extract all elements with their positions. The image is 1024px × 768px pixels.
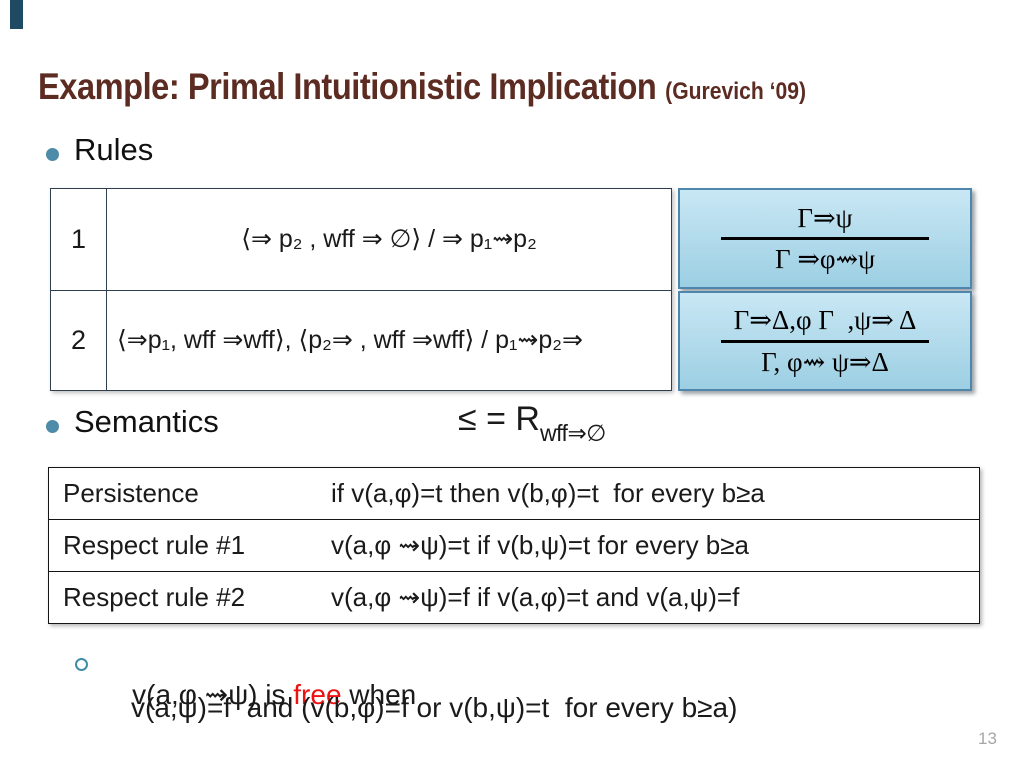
rules-bullet-icon	[46, 148, 59, 161]
slide-title-citation: (Gurevich ‘09)	[665, 78, 807, 105]
inference-premise: Γ⇒ψ	[797, 202, 853, 233]
relation-subscript: wff⇒∅	[539, 420, 606, 446]
semantics-row-condition: if v(a,φ)=t then v(b,φ)=t for every b≥a	[331, 478, 765, 508]
order-relation-definition: ≤ = Rwff⇒∅	[458, 400, 606, 447]
semantics-row-label: Respect rule #2	[63, 582, 246, 612]
semantics-row-condition: v(a,φ ⇝ψ)=f if v(a,φ)=t and v(a,ψ)=f	[331, 582, 740, 612]
semantics-table: Persistence if v(a,φ)=t then v(b,φ)=t fo…	[48, 467, 980, 624]
inference-conclusion: Γ ⇒φ⇝ψ	[774, 244, 876, 274]
rules-heading: Rules	[74, 132, 154, 167]
table-row: 1 ⟨⇒ p₂ , wff ⇒ ∅⟩ / ⇒ p₁⇝p₂	[51, 189, 671, 290]
table-row: Respect rule #1 v(a,φ ⇝ψ)=t if v(b,ψ)=t …	[49, 519, 979, 571]
page-number: 13	[978, 729, 997, 748]
rule-number: 1	[51, 189, 107, 290]
inference-premise: Γ⇒Δ,φ Γ ,ψ⇒ Δ	[733, 305, 917, 336]
table-row: Persistence if v(a,φ)=t then v(b,φ)=t fo…	[49, 468, 979, 519]
table-row: 2 ⟨⇒p₁, wff ⇒wff⟩, ⟨p₂⇒ , wff ⇒wff⟩ / p₁…	[51, 289, 671, 390]
slide-title-text: Example: Primal Intuitionistic Implicati…	[38, 66, 657, 107]
free-definition-line2: v(a,ψ)=f and (v(b,φ)=f or v(b,ψ)=t for e…	[131, 692, 738, 723]
free-keyword: free	[293, 679, 342, 710]
free-definition-line1: v(a,φ ⇝ψ) is free when	[101, 646, 416, 743]
note-prefix: v(a,φ ⇝ψ) is	[132, 679, 294, 710]
semantics-bullet-icon	[46, 420, 59, 433]
inference-rule-box-2: Γ⇒Δ,φ Γ ,ψ⇒ Δ Γ, φ⇝ ψ⇒Δ	[678, 291, 972, 391]
slide-title: Example: Primal Intuitionistic Implicati…	[38, 66, 806, 108]
corner-accent-bar	[10, 0, 23, 29]
rule-number: 2	[51, 290, 107, 390]
relation-lhs: ≤ = R	[458, 400, 540, 438]
fraction-line	[720, 237, 930, 240]
rules-table: 1 ⟨⇒ p₂ , wff ⇒ ∅⟩ / ⇒ p₁⇝p₂ 2 ⟨⇒p₁, wff…	[50, 188, 672, 391]
note-suffix: when	[341, 679, 417, 710]
semantics-row-label: Respect rule #1	[63, 530, 246, 560]
inference-rule-box-1: Γ⇒ψ Γ ⇒φ⇝ψ	[678, 188, 972, 289]
sub-bullet-icon	[75, 658, 88, 671]
inference-conclusion: Γ, φ⇝ ψ⇒Δ	[761, 346, 889, 377]
semantics-row-condition: v(a,φ ⇝ψ)=t if v(b,ψ)=t for every b≥a	[331, 530, 749, 560]
semantics-row-label: Persistence	[63, 478, 199, 508]
rule-formula: ⟨⇒p₁, wff ⇒wff⟩, ⟨p₂⇒ , wff ⇒wff⟩ / p₁⇝p…	[117, 326, 583, 355]
fraction-line	[720, 339, 930, 343]
semantics-heading: Semantics	[74, 404, 219, 439]
rule-formula: ⟨⇒ p₂ , wff ⇒ ∅⟩ / ⇒ p₁⇝p₂	[241, 225, 537, 254]
table-row: Respect rule #2 v(a,φ ⇝ψ)=f if v(a,φ)=t …	[49, 571, 979, 623]
